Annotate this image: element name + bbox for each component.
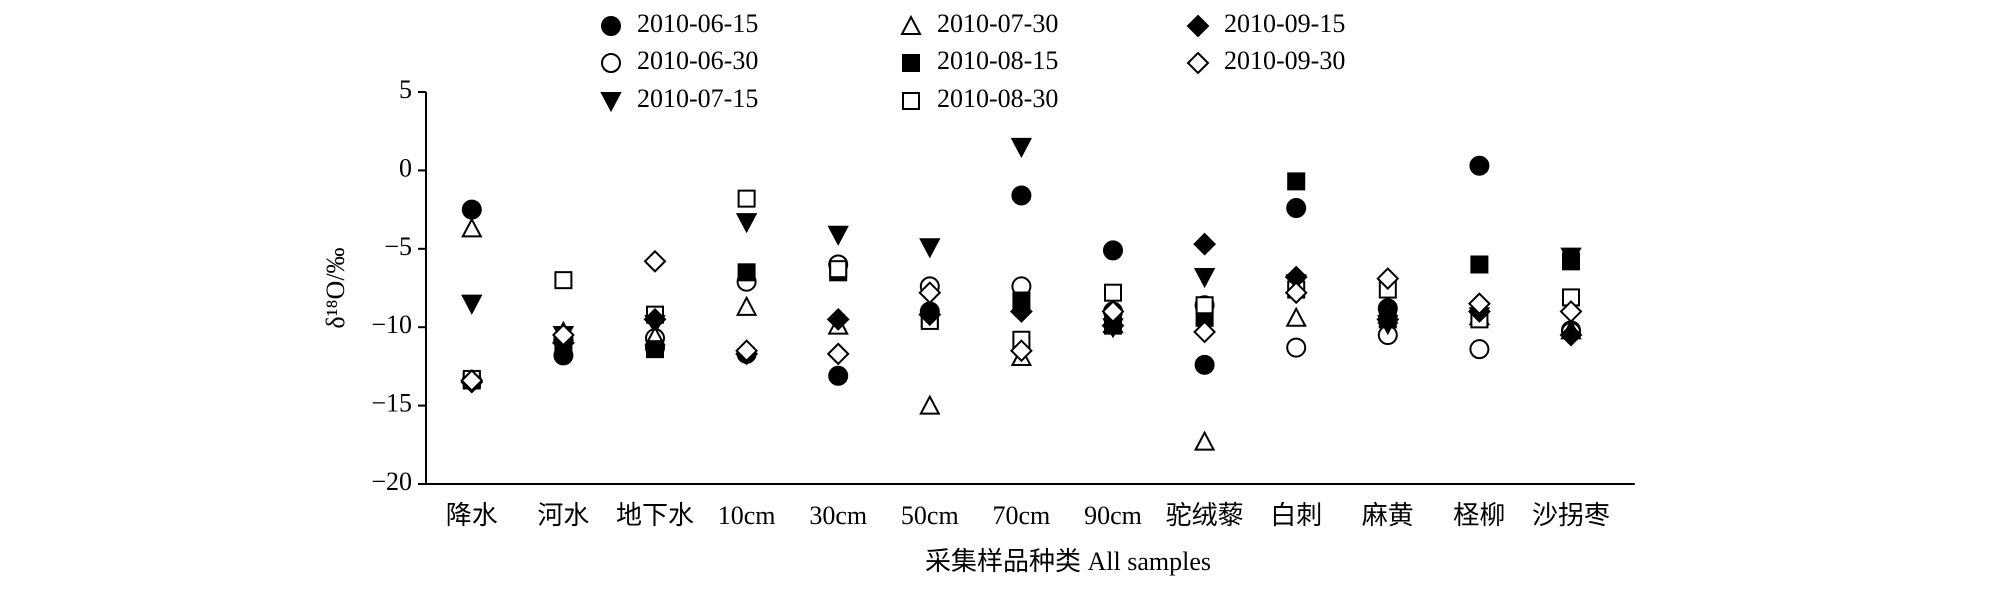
legend-label: 2010-06-15: [637, 9, 758, 38]
point: [1101, 314, 1125, 338]
point: [1011, 185, 1032, 206]
point: [826, 342, 850, 366]
x-tick-label: 降水: [446, 501, 498, 530]
x-tick-label: 驼绒藜: [1166, 501, 1244, 530]
point: [1193, 232, 1217, 256]
point: [919, 394, 941, 415]
x-tick-label: 10cm: [718, 501, 776, 530]
point: [461, 294, 483, 315]
legend-label: 2010-08-30: [937, 84, 1058, 113]
point: [737, 189, 756, 208]
point: [461, 199, 482, 220]
point: [643, 249, 667, 273]
legend-label: 2010-09-30: [1224, 46, 1345, 75]
y-tick-label: −20: [371, 467, 412, 496]
point: [1286, 198, 1307, 219]
point: [1559, 300, 1583, 323]
point: [737, 263, 756, 282]
legend-marker: [600, 92, 622, 113]
point: [1287, 172, 1306, 191]
x-tick-label: 地下水: [616, 501, 694, 530]
point: [1467, 292, 1491, 316]
point: [554, 271, 573, 290]
point: [1010, 137, 1033, 159]
legend-label: 2010-06-30: [637, 46, 758, 75]
point: [827, 225, 849, 246]
x-tick-label: 70cm: [993, 501, 1051, 530]
y-tick-label: 0: [399, 153, 412, 182]
point: [1285, 306, 1307, 327]
legend-label: 2010-09-15: [1224, 9, 1345, 38]
legend-marker: [1186, 51, 1210, 75]
x-tick-label: 河水: [537, 501, 589, 530]
point: [1193, 430, 1216, 451]
point: [1193, 268, 1216, 289]
legend-label: 2010-08-15: [937, 46, 1058, 75]
point: [919, 238, 941, 259]
x-tick-label: 50cm: [901, 501, 959, 530]
point: [1193, 320, 1217, 344]
point: [1104, 283, 1122, 302]
point: [1284, 281, 1308, 305]
legend-marker: [902, 54, 920, 72]
legend-marker: [900, 14, 922, 35]
point: [646, 340, 664, 359]
point: [826, 307, 850, 331]
x-tick-label: 90cm: [1084, 501, 1142, 530]
point: [918, 281, 942, 305]
point: [1469, 155, 1490, 176]
point: [1195, 296, 1214, 315]
point: [1562, 252, 1580, 271]
legend-marker: [1186, 14, 1210, 38]
point: [1559, 323, 1583, 347]
legend-label: 2010-07-15: [637, 84, 758, 113]
y-axis-label: δ¹⁸O/‰: [321, 247, 350, 328]
point: [828, 365, 849, 386]
point: [551, 323, 575, 347]
point: [1286, 337, 1307, 358]
legend-marker: [601, 53, 621, 73]
point: [829, 260, 848, 279]
y-tick-label: −15: [371, 389, 412, 418]
y-tick-label: 5: [399, 75, 412, 104]
point: [1103, 240, 1123, 261]
x-tick-label: 麻黄: [1362, 501, 1414, 530]
point: [1376, 307, 1400, 331]
legend-marker: [902, 92, 920, 110]
legend-marker: [601, 16, 621, 36]
point: [460, 369, 484, 392]
point: [735, 295, 758, 316]
point: [735, 213, 758, 234]
x-tick-label: 30cm: [809, 501, 867, 530]
legend-label: 2010-07-30: [937, 9, 1058, 38]
point: [1194, 354, 1215, 375]
y-tick-label: −10: [371, 310, 412, 339]
x-tick-label: 沙拐枣: [1532, 501, 1610, 530]
point: [1376, 267, 1400, 291]
point: [1101, 300, 1125, 323]
point: [1469, 339, 1490, 360]
point: [1009, 300, 1033, 323]
point: [461, 217, 483, 238]
point: [1009, 339, 1033, 363]
point: [643, 307, 667, 331]
x-tick-label: 柽柳: [1453, 501, 1505, 530]
point: [918, 303, 942, 327]
x-axis-label: 采集样品种类 All samples: [925, 547, 1211, 576]
point: [735, 339, 759, 363]
point: [1470, 255, 1489, 274]
x-tick-label: 白刺: [1270, 501, 1322, 530]
y-tick-label: −5: [384, 232, 412, 261]
